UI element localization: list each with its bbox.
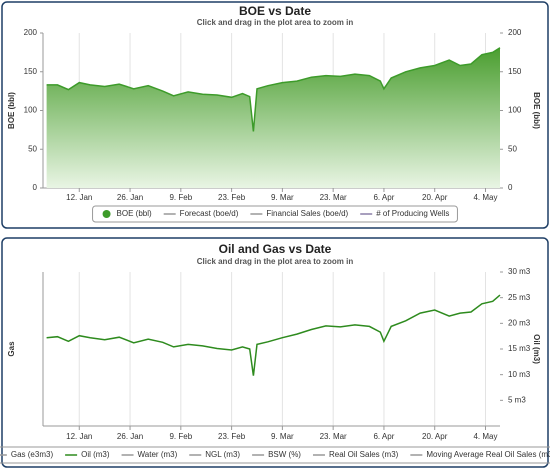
x-tick-label: 9. Mar [271,432,294,441]
x-tick-label: 20. Apr [422,432,448,441]
legend-item[interactable]: Moving Average Real Oil Sales (m3) [410,450,550,459]
legend: BOE (bbl) Forecast (boe/d) Financial Sales… [102,209,449,218]
x-tick-label: 12. Jan [66,193,92,202]
y-tick-label: 0 [508,183,513,192]
legend-item[interactable]: NGL (m3) [189,450,240,459]
y-tick-label: 10 m3 [508,370,531,379]
y-tick-label: 100 [24,106,38,115]
legend-label: Moving Average Real Oil Sales (m3) [426,450,550,459]
x-tick-label: 12. Jan [66,432,92,441]
legend-label: NGL (m3) [205,450,240,459]
y-tick-label: 150 [508,67,522,76]
x-tick-label: 26. Jan [117,432,143,441]
y-axis-label: Gas [7,341,16,357]
legend-label: Water (m3) [138,450,178,459]
x-tick-label: 26. Jan [117,193,143,202]
legend-item[interactable]: Real Oil Sales (m3) [312,450,399,459]
legend-label: Oil (m3) [81,450,110,459]
y2-axis-label: BOE (bbl) [532,92,541,129]
legend-item[interactable]: Water (m3) [121,450,178,459]
x-tick-label: 9. Feb [169,193,192,202]
x-tick-label: 4. May [473,432,497,441]
y-tick-label: 30 m3 [508,267,531,276]
legend-marker [102,210,111,218]
chart-title: Oil and Gas vs Date [219,242,332,256]
chart-subtitle: Click and drag in the plot area to zoom … [197,18,354,27]
legend-box [92,205,458,223]
legend-label: Real Oil Sales (m3) [329,450,399,459]
legend-label: Financial Sales (boe/d) [266,209,348,218]
x-tick-label: 9. Feb [169,432,192,441]
y-tick-label: 0 [33,183,38,192]
legend-label: BOE (bbl) [117,209,152,218]
y-tick-label: 200 [508,28,522,37]
legend-label: Forecast (boe/d) [180,209,239,218]
y-axis-label: BOE (bbl) [7,92,16,129]
x-tick-label: 4. May [473,193,497,202]
y-tick-label: 50 [508,144,517,153]
y-tick-label: 5 m3 [508,395,526,404]
x-tick-label: 6. Apr [373,193,394,202]
y-tick-label: 200 [24,28,38,37]
y2-axis-label: Oil (m3) [532,334,541,364]
y-tick-label: 20 m3 [508,318,531,327]
legend-box [0,446,550,464]
x-tick-label: 23. Feb [218,193,246,202]
chart-subtitle: Click and drag in the plot area to zoom … [197,257,354,266]
panel [1,237,549,468]
legend-item[interactable]: Gas (e3m3) [0,450,53,459]
y-tick-label: 100 [508,106,522,115]
chart-title: BOE vs Date [239,4,311,18]
x-tick-label: 23. Mar [320,432,347,441]
legend-item[interactable]: Forecast (boe/d) [163,209,239,218]
x-tick-label: 20. Apr [422,193,448,202]
legend-item[interactable]: Financial Sales (boe/d) [250,209,349,218]
y-tick-label: 15 m3 [508,344,531,353]
x-tick-label: 23. Feb [218,432,246,441]
series-line [46,47,501,132]
legend-item[interactable]: BOE (bbl) [102,209,152,218]
legend-item[interactable]: BSW (%) [252,450,301,459]
x-tick-label: 23. Mar [320,193,347,202]
area [46,47,500,189]
legend-label: Gas (e3m3) [11,450,54,459]
legend-label: BSW (%) [268,450,301,459]
legend: Gas (e3m3) Oil (m3) Water (m3) NGL (m3) BSW … [0,450,550,459]
legend-label: # of Producing Wells [376,209,449,218]
y-tick-label: 150 [24,67,38,76]
x-tick-label: 9. Mar [271,193,294,202]
legend-item[interactable]: Oil (m3) [65,450,110,459]
y-tick-label: 25 m3 [508,293,531,302]
y-tick-label: 50 [28,144,37,153]
x-tick-label: 6. Apr [373,432,394,441]
legend-item[interactable]: # of Producing Wells [360,209,449,218]
series-line [46,294,501,376]
